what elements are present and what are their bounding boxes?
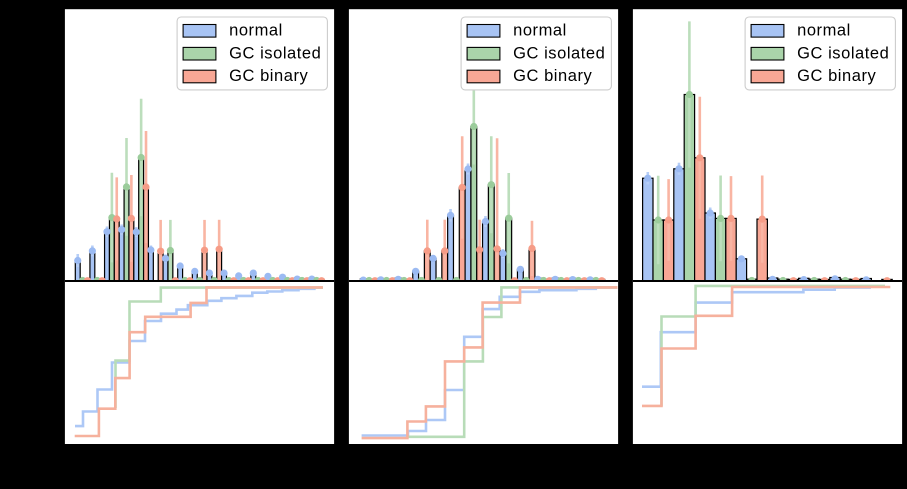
svg-text:normal: normal xyxy=(229,22,283,40)
svg-text:GC binary: GC binary xyxy=(513,67,592,85)
svg-text:GC binary: GC binary xyxy=(797,67,876,85)
svg-text:GC binary: GC binary xyxy=(229,67,308,85)
svg-text:normal: normal xyxy=(797,22,851,40)
svg-text:GC isolated: GC isolated xyxy=(797,44,889,62)
svg-text:GC isolated: GC isolated xyxy=(229,44,321,62)
svg-text:normal: normal xyxy=(513,22,567,40)
svg-text:GC isolated: GC isolated xyxy=(513,44,605,62)
